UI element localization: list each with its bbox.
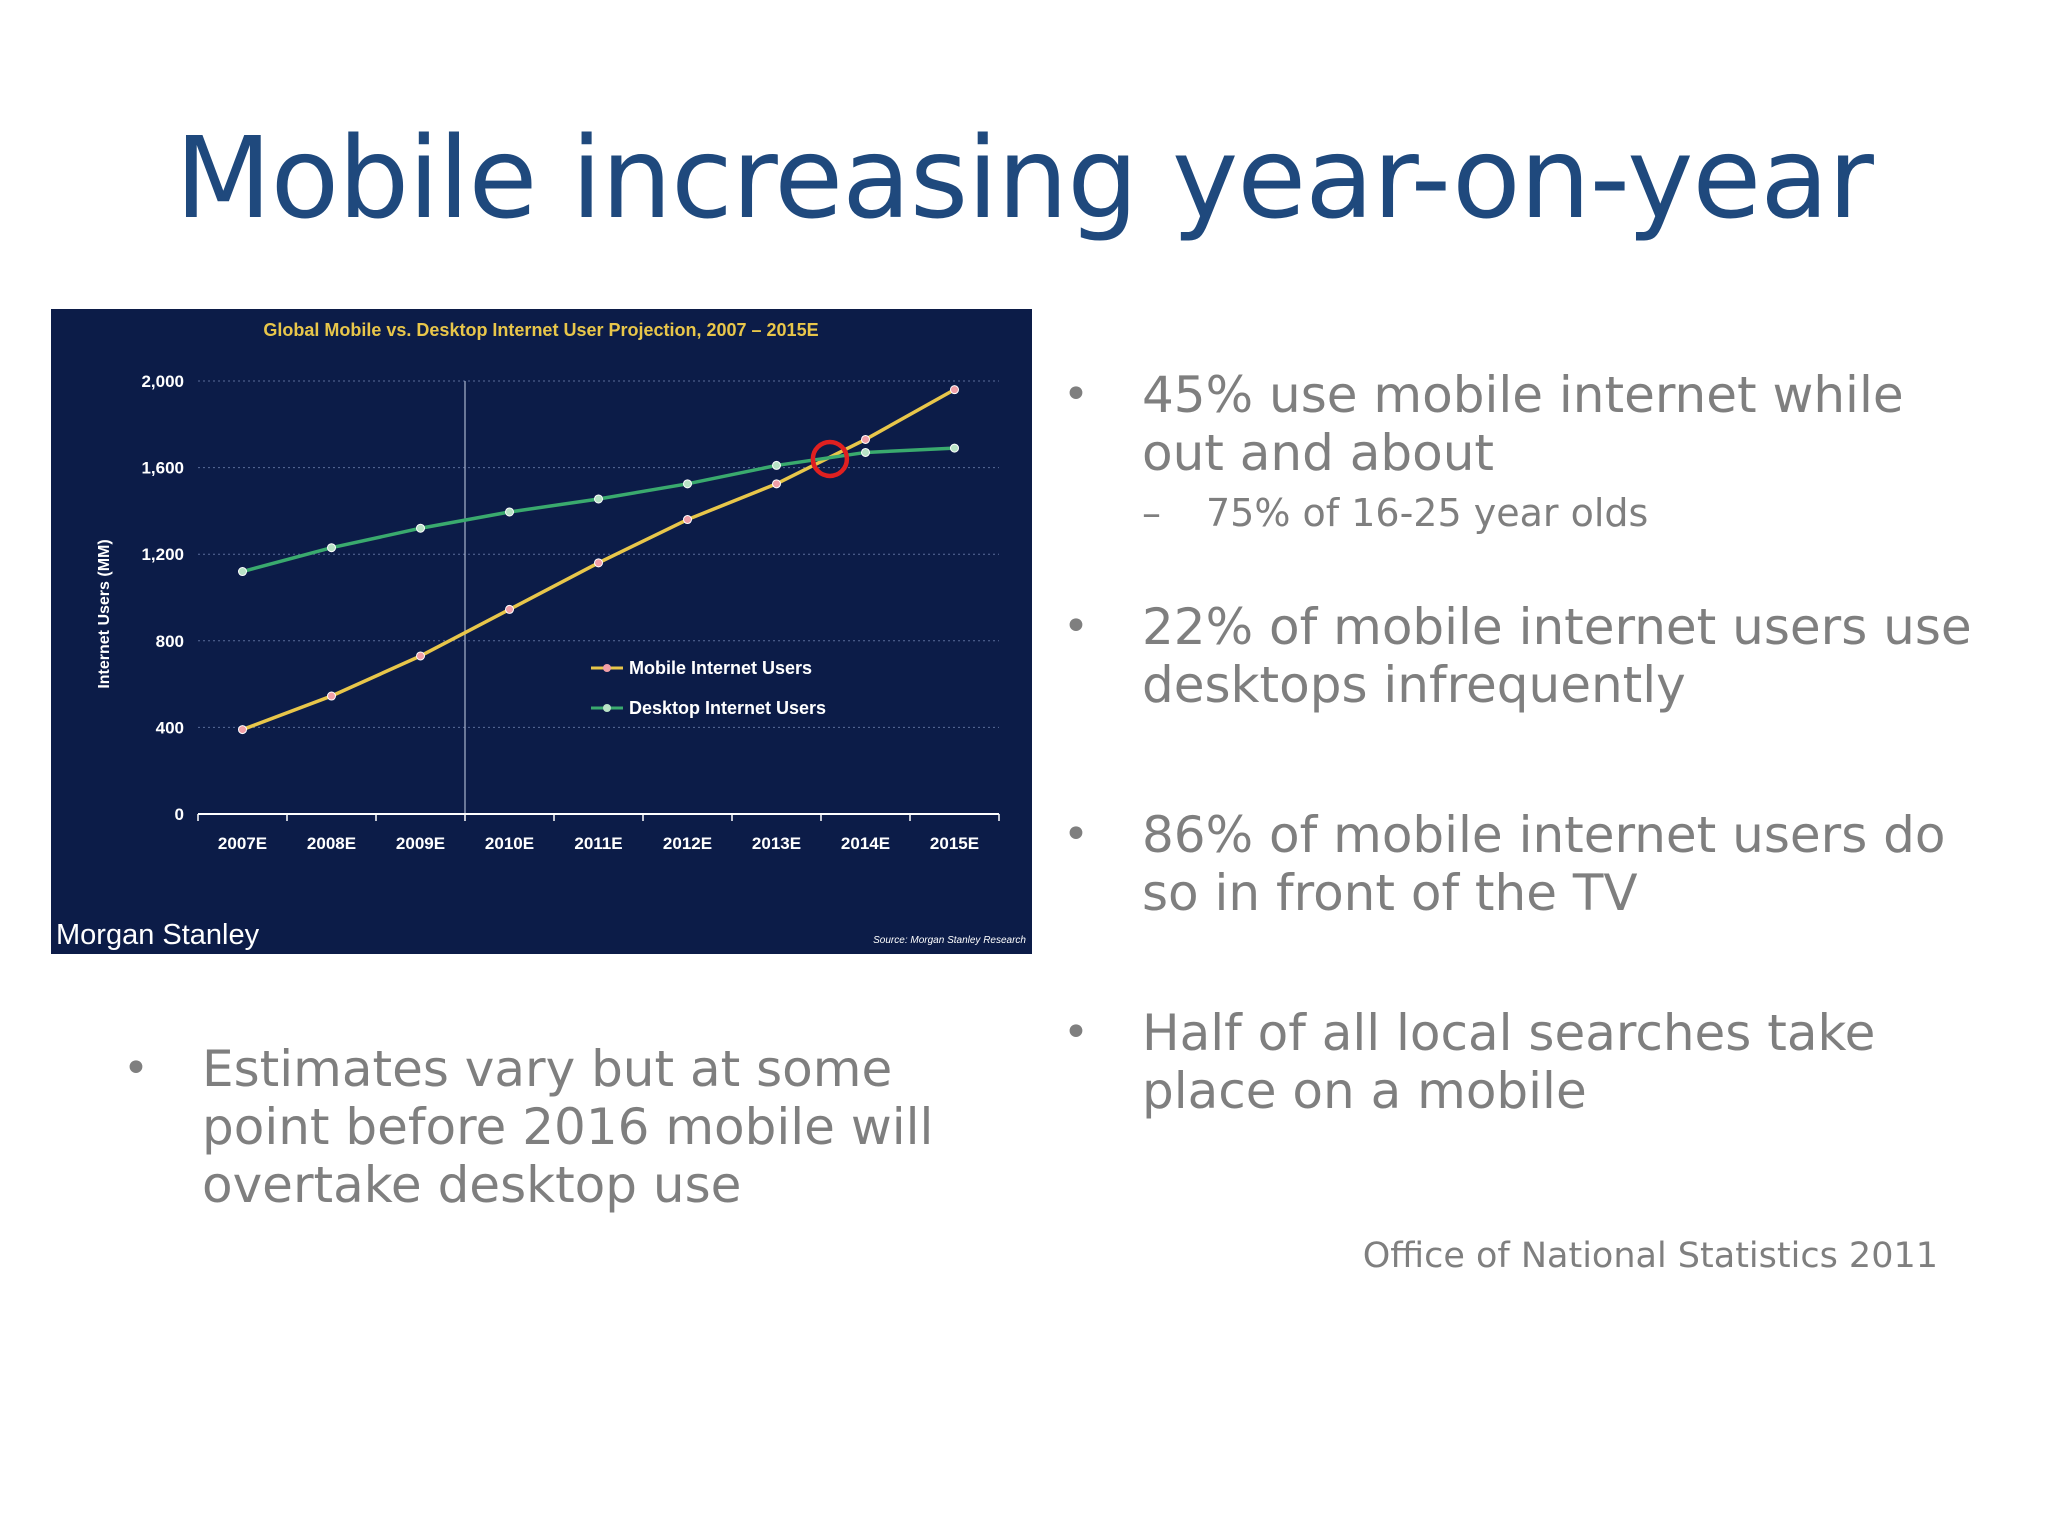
legend-swatch-marker [603, 664, 611, 672]
left-bullet: Estimates vary but at some point before … [123, 1040, 1008, 1214]
x-tick-label: 2009E [396, 834, 445, 853]
y-tick-label: 2,000 [141, 372, 184, 391]
data-point [861, 447, 870, 457]
x-tick-label: 2011E [574, 834, 622, 853]
x-tick-label: 2010E [485, 834, 534, 853]
crossover-highlight-circle [810, 439, 850, 479]
source-note: Office of National Statistics 2011 [1362, 1236, 1938, 1276]
data-point [505, 507, 514, 517]
data-point [683, 479, 692, 489]
data-point [594, 558, 603, 568]
series-line [242, 446, 955, 574]
right-sub-bullet: 75% of 16-25 year olds [1142, 490, 1978, 536]
line-chart: Global Mobile vs. Desktop Internet User … [56, 320, 1026, 951]
y-tick-label: 0 [175, 805, 184, 824]
data-point [238, 725, 247, 735]
y-tick-label: 1,600 [141, 459, 184, 478]
right-bullet: 22% of mobile internet users use desktop… [1063, 598, 1978, 714]
legend-swatch-marker [603, 704, 611, 712]
data-point [772, 460, 781, 470]
y-tick-label: 400 [156, 718, 184, 737]
x-tick-label: 2012E [663, 834, 712, 853]
x-tick-label: 2008E [307, 834, 356, 853]
source-credit: Source: Morgan Stanley Research [873, 935, 1026, 946]
data-point [505, 604, 514, 614]
legend-label: Desktop Internet Users [629, 698, 826, 718]
x-tick-label: 2014E [841, 834, 890, 853]
right-bullet-text: 45% use mobile internet while out and ab… [1142, 366, 1904, 482]
left-bullet-text: Estimates vary but at some point before … [202, 1040, 934, 1214]
x-tick-label: 2007E [218, 834, 267, 853]
legend-label: Mobile Internet Users [629, 658, 812, 678]
right-bullet-text: 86% of mobile internet users do so in fr… [1142, 806, 1946, 922]
data-point [327, 543, 336, 553]
right-bullet-text: Half of all local searches take place on… [1142, 1004, 1876, 1120]
x-tick-label: 2013E [752, 834, 801, 853]
data-point [861, 434, 870, 444]
y-tick-label: 1,200 [141, 545, 184, 564]
x-tick-label: 2015E [930, 834, 979, 853]
data-point [238, 567, 247, 577]
data-point [416, 523, 425, 533]
y-tick-label: 800 [156, 632, 184, 651]
right-bullet: 86% of mobile internet users do so in fr… [1063, 806, 1978, 922]
chart-panel: Global Mobile vs. Desktop Internet User … [51, 309, 1032, 954]
data-point [327, 691, 336, 701]
right-bullet-text: 22% of mobile internet users use desktop… [1142, 598, 1972, 714]
right-bullet: Half of all local searches take place on… [1063, 1004, 1978, 1120]
data-point [950, 385, 959, 395]
left-bullet-list: Estimates vary but at some point before … [123, 1040, 1008, 1214]
brand-logo-text: Morgan Stanley [56, 919, 260, 951]
right-bullet-list: 45% use mobile internet while out and ab… [1063, 366, 1978, 1120]
y-axis-label: Internet Users (MM) [96, 539, 113, 688]
data-point [950, 443, 959, 453]
data-point [772, 479, 781, 489]
data-point [594, 494, 603, 504]
right-bullet: 45% use mobile internet while out and ab… [1063, 366, 1978, 536]
data-point [416, 651, 425, 661]
slide-title: Mobile increasing year-on-year [175, 114, 1874, 244]
data-point [683, 515, 692, 525]
chart-title: Global Mobile vs. Desktop Internet User … [263, 320, 818, 340]
